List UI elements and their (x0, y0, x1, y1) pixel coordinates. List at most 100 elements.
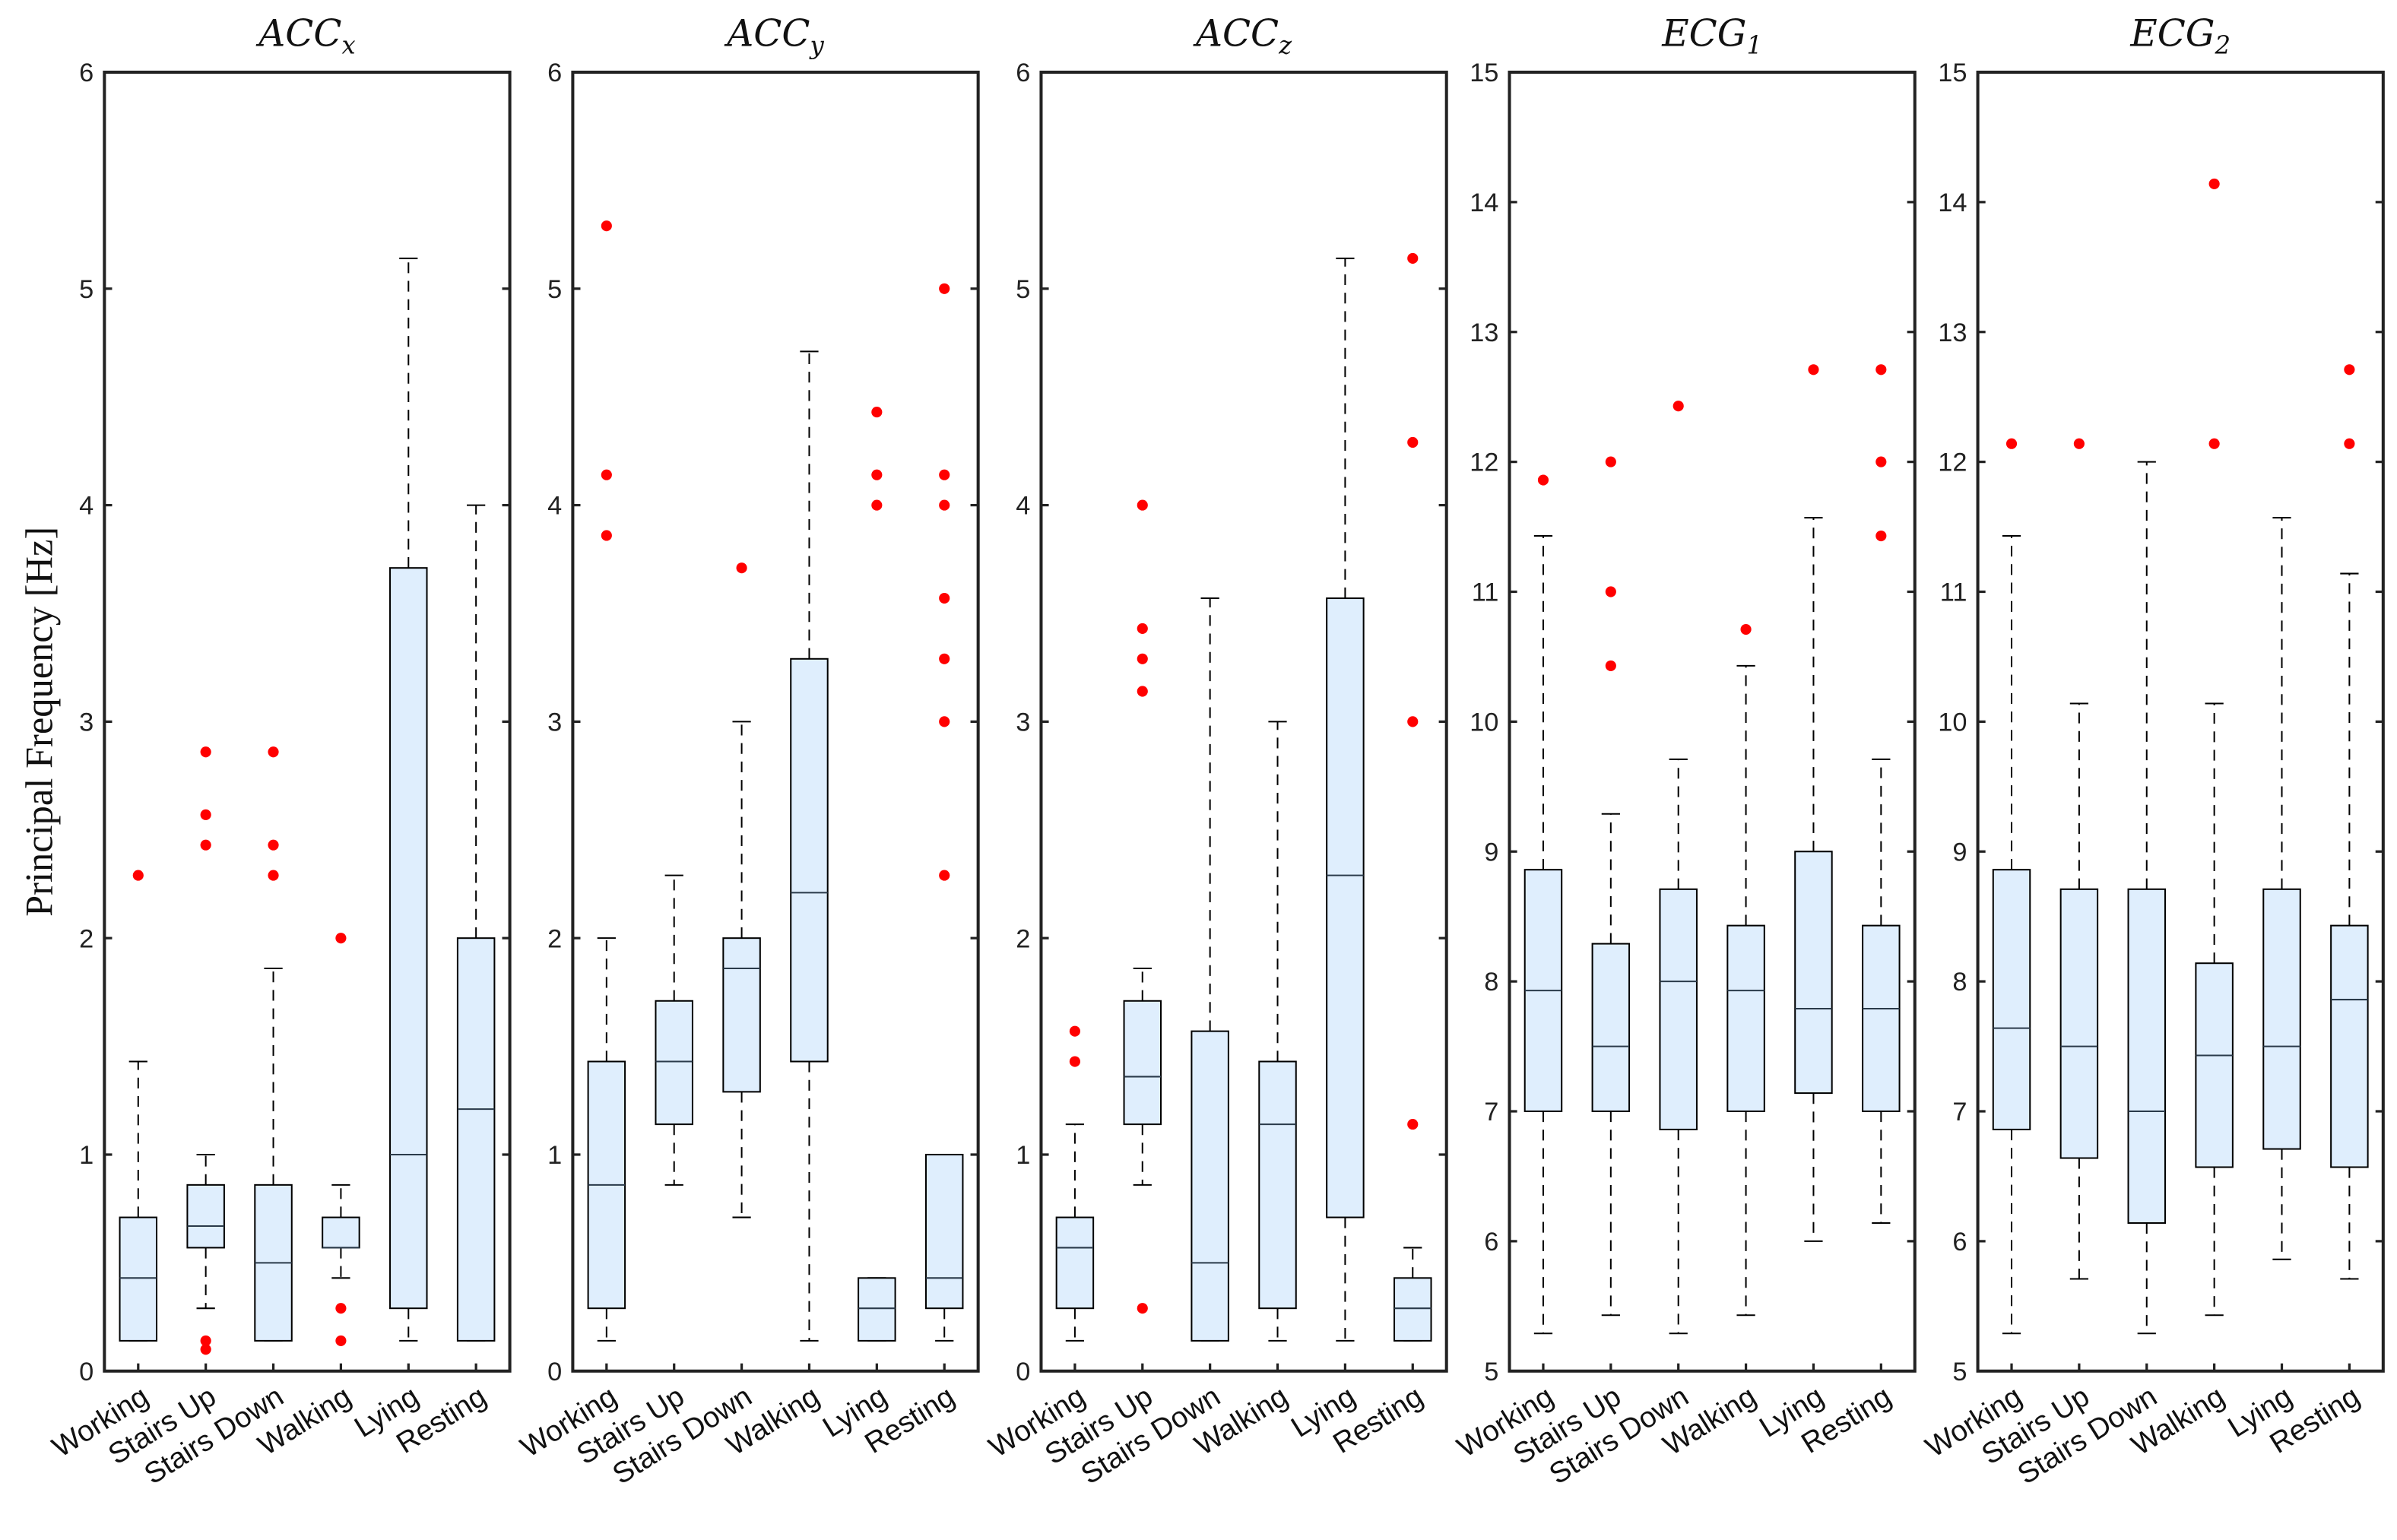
y-tick-label: 15 (1938, 59, 1967, 87)
outlier-point (1875, 456, 1887, 467)
y-tick-label: 8 (1952, 968, 1967, 997)
outlier-point (200, 809, 211, 820)
iqr-box (1992, 869, 2031, 1130)
panel-title: ACCy (724, 13, 824, 60)
y-tick-label: 5 (1952, 1358, 1967, 1386)
box-working (119, 870, 158, 1342)
outlier-point (335, 933, 347, 944)
y-tick-label: 11 (1472, 578, 1499, 607)
outlier-point (1137, 1303, 1148, 1314)
y-tick-label: 2 (1016, 924, 1030, 953)
outlier-point (939, 592, 950, 604)
outlier-point (1808, 364, 1819, 375)
y-tick-label: 9 (1484, 838, 1498, 867)
axes-frame (103, 70, 512, 1373)
box-stairs-up (186, 746, 225, 1355)
outlier-point (939, 870, 950, 881)
box-walking (2195, 178, 2234, 1317)
box-working (587, 220, 626, 1342)
box-resting (924, 283, 964, 1342)
outlier-point (2344, 438, 2355, 449)
iqr-box (119, 1216, 158, 1342)
outlier-point (1407, 1119, 1419, 1130)
outlier-point (335, 1335, 347, 1346)
panel-title: ECG1 (1661, 13, 1762, 60)
axes-frame (1508, 70, 1917, 1373)
iqr-box (1191, 1030, 1229, 1342)
y-tick-label: 3 (79, 708, 94, 737)
iqr-box (722, 937, 761, 1093)
outlier-point (1537, 474, 1549, 486)
axes-frame (1976, 70, 2385, 1373)
y-tick-label: 4 (79, 492, 94, 521)
y-tick-label: 3 (547, 708, 562, 737)
outlier-point (200, 1335, 211, 1346)
y-tick-label: 6 (1016, 59, 1030, 87)
iqr-box (858, 1277, 896, 1342)
iqr-box (456, 937, 496, 1342)
outlier-point (601, 469, 612, 480)
y-tick-label: 0 (1016, 1358, 1030, 1386)
outlier-point (939, 283, 950, 294)
outlier-point (1137, 499, 1148, 511)
box-stairs-down (1191, 597, 1229, 1342)
iqr-box (1862, 924, 1901, 1113)
iqr-box (2127, 888, 2167, 1224)
iqr-box (1726, 924, 1765, 1113)
outlier-point (1407, 716, 1419, 727)
y-tick-label: 12 (1938, 448, 1967, 477)
box-stairs-down (1659, 401, 1698, 1335)
box-walking (1726, 623, 1765, 1317)
box-stairs-down (2127, 461, 2167, 1335)
outlier-point (200, 746, 211, 758)
box-lying (1794, 364, 1833, 1242)
outlier-point (1069, 1025, 1080, 1037)
y-tick-label: 12 (1470, 448, 1498, 477)
axes-frame (571, 70, 980, 1373)
outlier-point (268, 839, 279, 851)
y-tick-label: 0 (547, 1358, 562, 1386)
outlier-point (601, 220, 612, 232)
y-tick-label: 4 (547, 492, 562, 521)
y-tick-label: 1 (547, 1141, 562, 1170)
y-tick-label: 5 (1484, 1358, 1498, 1386)
box-working (1523, 474, 1563, 1335)
outlier-point (1605, 660, 1616, 671)
outlier-point (1605, 586, 1616, 597)
outlier-point (871, 407, 883, 418)
box-lying (389, 257, 428, 1342)
outlier-point (2005, 438, 2018, 449)
iqr-box (322, 1216, 360, 1249)
box-lying (858, 407, 896, 1342)
outlier-point (939, 716, 950, 727)
y-tick-label: 11 (1940, 578, 1967, 607)
iqr-box (924, 1153, 964, 1310)
iqr-box (2330, 924, 2369, 1168)
iqr-box (1326, 597, 1365, 1218)
outlier-point (2208, 438, 2220, 449)
iqr-box (655, 1000, 693, 1126)
panel-title: ACCx (255, 13, 355, 60)
box-stairs-down (254, 746, 293, 1342)
outlier-point (1137, 623, 1148, 634)
box-working (1055, 1025, 1095, 1342)
iqr-box (790, 658, 829, 1063)
outlier-point (268, 746, 279, 758)
box-stairs-up (2059, 438, 2099, 1280)
outlier-point (2344, 364, 2355, 375)
y-tick-label: 15 (1470, 59, 1498, 87)
y-tick-label: 2 (79, 924, 94, 953)
outlier-point (1875, 530, 1887, 542)
box-resting (2330, 364, 2369, 1280)
outlier-point (871, 469, 883, 480)
box-stairs-up (1123, 499, 1162, 1314)
iqr-box (1123, 1000, 1162, 1126)
box-working (1992, 438, 2031, 1335)
box-lying (2262, 517, 2301, 1260)
box-resting (456, 504, 496, 1342)
panel-title: ECG2 (2129, 13, 2231, 60)
outlier-point (335, 1303, 347, 1314)
y-tick-label: 14 (1470, 189, 1498, 217)
outlier-point (736, 562, 747, 574)
